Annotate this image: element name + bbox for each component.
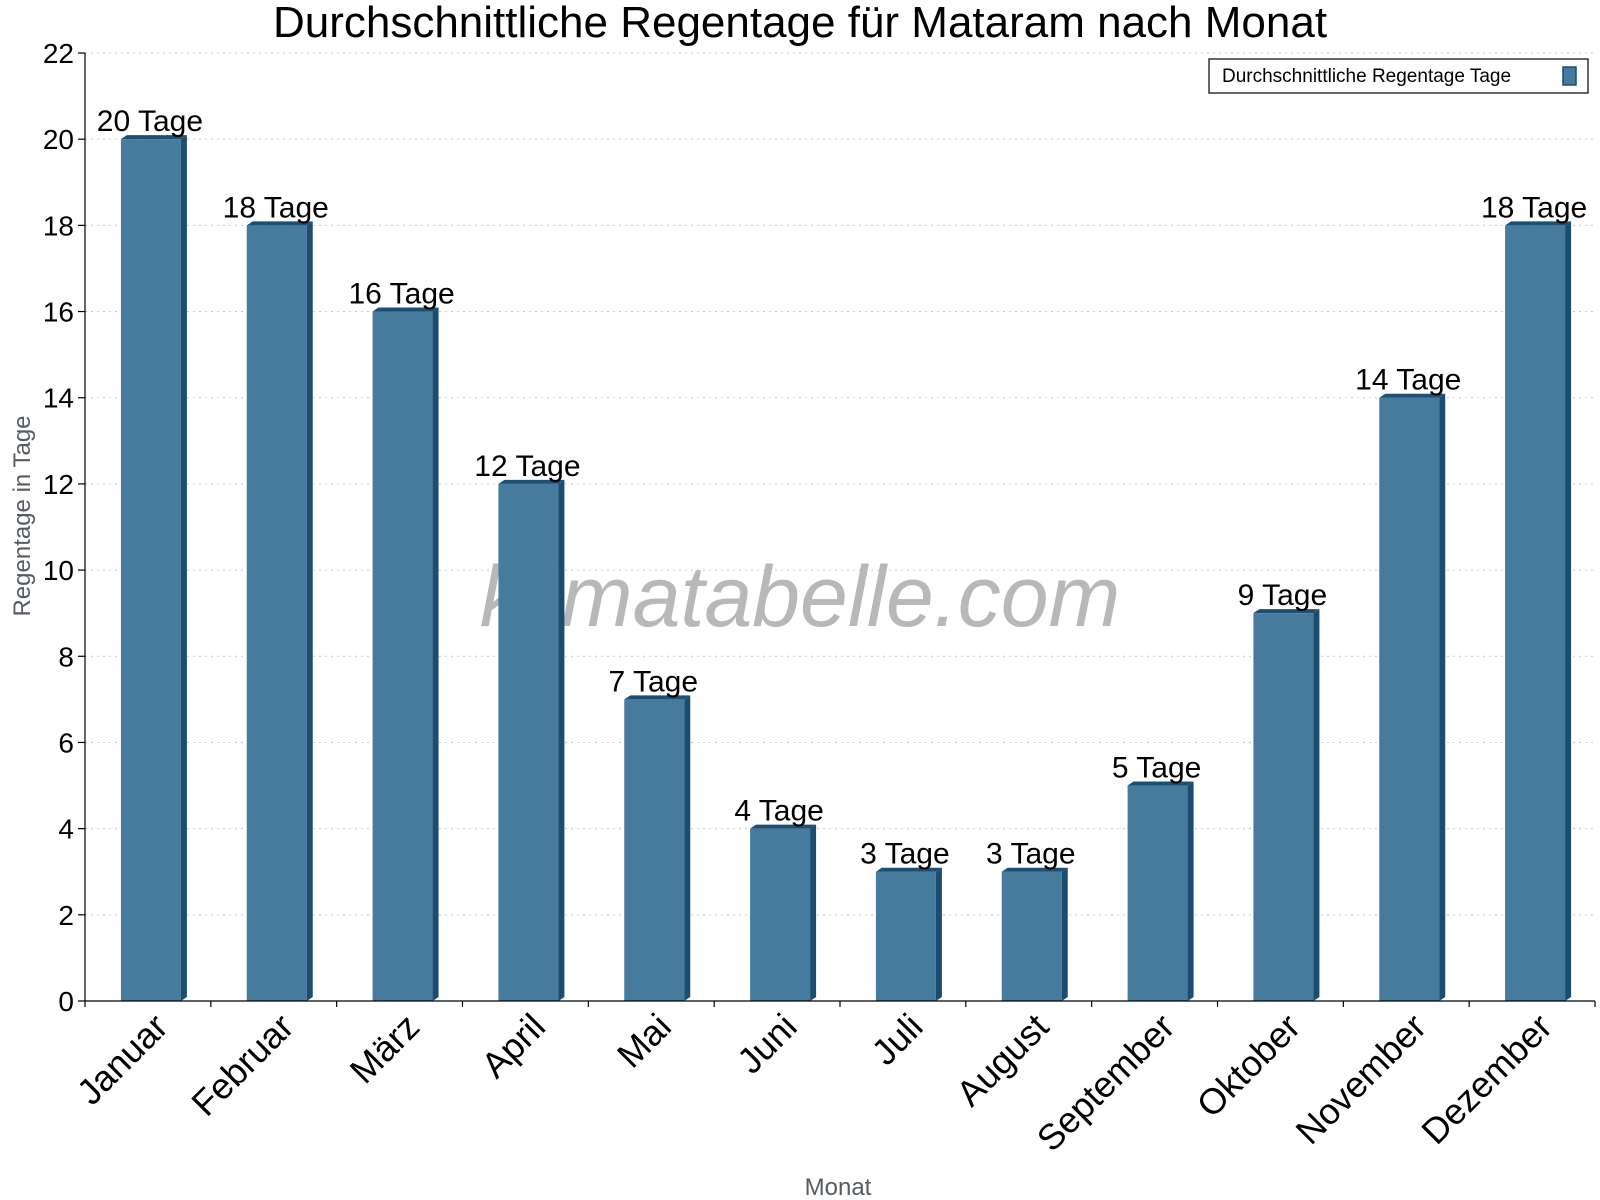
x-tick-label: November: [1287, 1006, 1433, 1152]
data-label: 16 Tage: [348, 278, 454, 311]
y-tick-labels: 0 2 4 6 8 10 12 14 16 18 20 22: [43, 38, 74, 1017]
bar-front: [1001, 871, 1062, 1001]
bar-front: [246, 225, 307, 1001]
axes: [78, 52, 1596, 1007]
y-tick-label: 18: [43, 210, 74, 241]
bar-front: [624, 699, 685, 1001]
x-tick-labels: Januar Februar März April Mai Juni Juli AugustS…: [69, 1006, 1560, 1160]
bar-side: [1187, 781, 1194, 1001]
bar-side: [180, 135, 187, 1001]
bar-side: [306, 221, 313, 1001]
bar-side: [558, 479, 565, 1002]
data-label: 14 Tage: [1355, 364, 1461, 397]
bars: [120, 135, 1572, 1002]
data-label: 20 Tage: [97, 105, 203, 138]
y-tick-label: 20: [43, 124, 74, 155]
bar-front: [1379, 397, 1440, 1001]
bar-top: [372, 307, 439, 312]
y-tick-label: 8: [58, 641, 74, 672]
bar-top: [1127, 781, 1194, 786]
bar-side: [935, 867, 942, 1001]
bar-front: [372, 311, 433, 1002]
bar-12: [1505, 221, 1572, 1001]
bar-6: [750, 824, 817, 1001]
data-label: 12 Tage: [474, 450, 580, 483]
x-tick-label: Mai: [609, 1006, 679, 1076]
bar-top: [750, 824, 817, 829]
bar-7: [875, 867, 942, 1001]
x-tick-label: Juni: [729, 1006, 805, 1082]
bar-side: [1439, 393, 1446, 1001]
bar-front: [875, 871, 936, 1001]
bar-8: [1001, 867, 1068, 1001]
bar-top: [1001, 867, 1068, 872]
x-tick-label: Dezember: [1413, 1006, 1559, 1152]
bar-1: [120, 135, 187, 1001]
bar-4: [498, 479, 565, 1002]
bar-side: [1565, 221, 1572, 1001]
x-tick-label: Februar: [183, 1006, 301, 1124]
data-label: 9 Tage: [1238, 579, 1328, 612]
x-tick-label: Juli: [863, 1006, 930, 1073]
y-tick-label: 14: [43, 383, 74, 414]
legend-entry-label: Durchschnittliche Regentage Tage: [1222, 66, 1511, 87]
bar-side: [1313, 609, 1320, 1001]
bar-top: [246, 221, 313, 226]
bar-2: [246, 221, 313, 1001]
bar-front: [498, 483, 559, 1002]
y-tick-label: 4: [58, 814, 74, 845]
y-tick-label: 10: [43, 555, 74, 586]
y-tick-label: 0: [58, 986, 74, 1017]
bar-top: [1505, 221, 1572, 226]
y-tick-label: 6: [58, 727, 74, 758]
bar-side: [684, 695, 691, 1001]
data-label: 7 Tage: [608, 665, 698, 698]
data-label: 18 Tage: [1481, 191, 1587, 224]
bar-9: [1127, 781, 1194, 1001]
bar-front: [1505, 225, 1566, 1001]
bar-side: [810, 824, 817, 1001]
data-label: 5 Tage: [1112, 752, 1202, 785]
chart-title: Durchschnittliche Regentage für Mataram …: [273, 0, 1327, 47]
x-tick-label: September: [1029, 1006, 1183, 1160]
data-label: 4 Tage: [734, 795, 824, 828]
y-tick-label: 22: [43, 38, 74, 69]
bar-3: [372, 307, 439, 1002]
bar-top: [120, 135, 187, 140]
y-tick-label: 16: [43, 297, 74, 328]
watermark: klimatabelle.com: [480, 549, 1120, 645]
bar-side: [1061, 867, 1068, 1001]
x-axis-label: Monat: [805, 1174, 872, 1200]
bar-front: [1253, 613, 1314, 1001]
bar-10: [1253, 609, 1320, 1001]
x-tick-label: Oktober: [1189, 1006, 1309, 1126]
y-axis-label: Regentage in Tage: [9, 415, 36, 616]
x-tick-label: Januar: [69, 1006, 176, 1113]
bar-top: [498, 479, 565, 484]
bar-front: [750, 828, 811, 1001]
x-tick-label: April: [473, 1006, 553, 1086]
legend-swatch: [1562, 66, 1577, 86]
bar-top: [1253, 609, 1320, 614]
legend-box: [1208, 58, 1589, 94]
bar-top: [624, 695, 691, 700]
data-label: 3 Tage: [986, 838, 1076, 871]
bar-top: [875, 867, 942, 872]
y-tick-label: 12: [43, 469, 74, 500]
data-label: 18 Tage: [223, 191, 329, 224]
bar-front: [120, 139, 181, 1001]
bar-11: [1379, 393, 1446, 1001]
x-tick-label: März: [342, 1006, 428, 1092]
data-label: 3 Tage: [860, 838, 950, 871]
legend: Durchschnittliche Regentage Tage: [1208, 58, 1589, 94]
bar-front: [1127, 785, 1188, 1001]
bar-5: [624, 695, 691, 1001]
data-labels: 20 Tage 18 Tage 16 Tage 12 Tage 7 Tage 4 Tage…: [97, 105, 1587, 871]
x-tick-label: August: [948, 1006, 1056, 1114]
bar-top: [1379, 393, 1446, 398]
y-tick-label: 2: [58, 900, 74, 931]
bar-side: [432, 307, 439, 1002]
